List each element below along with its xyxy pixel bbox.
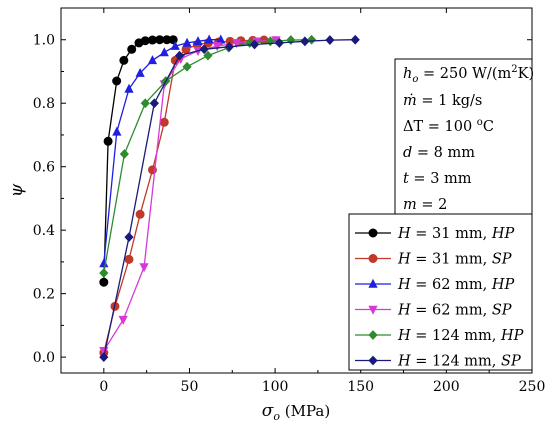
series	[99, 34, 317, 278]
data-point	[199, 44, 209, 55]
data-point	[127, 44, 137, 54]
data-point	[203, 50, 213, 61]
y-tick-label: 0.6	[33, 160, 55, 176]
x-tick-label: 50	[181, 379, 199, 395]
data-point	[135, 67, 145, 77]
series	[99, 36, 281, 356]
legend-item: H = 124 mm, HP	[355, 328, 524, 344]
data-point	[99, 268, 109, 278]
x-tick-label: 250	[519, 379, 546, 395]
y-tick-label: 0.2	[33, 287, 55, 303]
data-point	[325, 35, 335, 45]
parameter-line: ΔT = 100 oC	[403, 117, 494, 135]
data-point	[99, 258, 109, 268]
data-point	[249, 39, 260, 50]
data-point	[170, 40, 180, 50]
data-point	[119, 55, 129, 65]
data-point	[159, 47, 169, 57]
data-point	[124, 232, 134, 243]
x-axis-title: σo (MPa)	[262, 401, 330, 423]
legend-item: H = 62 mm, SP	[355, 303, 512, 319]
y-tick-label: 0.0	[33, 350, 55, 366]
data-point	[99, 352, 109, 363]
data-point	[149, 98, 159, 109]
parameter-box: ho = 250 W/(m2K) ṁ = 1 kg/s ΔT = 100 oC d =…	[394, 58, 534, 215]
data-point	[368, 330, 378, 340]
legend-label: H = 62 mm, HP	[397, 277, 514, 293]
data-point	[112, 126, 122, 136]
x-tick-label: 150	[347, 379, 374, 395]
data-point	[216, 34, 226, 44]
data-point	[124, 83, 134, 93]
series	[99, 34, 226, 268]
plot-area: 0 50 100 150 200 250 0.0 0.2 0.4 0.6 0.8 1.0	[33, 7, 546, 395]
data-point	[103, 136, 113, 146]
data-point	[368, 305, 378, 315]
data-point	[147, 55, 158, 65]
legend-label: H = 124 mm, SP	[397, 354, 521, 370]
series	[99, 34, 360, 363]
data-point	[224, 41, 234, 52]
data-point	[119, 149, 129, 159]
data-point	[193, 36, 203, 46]
x-tick-label: 100	[262, 379, 289, 395]
data-point	[182, 61, 192, 72]
parameter-box-frame	[394, 58, 533, 215]
legend-item: H = 31 mm, SP	[355, 252, 512, 268]
data-point	[368, 228, 378, 238]
legend-item: H = 124 mm, SP	[355, 354, 521, 370]
data-point	[159, 117, 169, 127]
y-axis-title: ψ	[7, 183, 27, 197]
series-layer	[99, 34, 360, 363]
data-point	[124, 254, 134, 264]
legend-item: H = 31 mm, HP	[355, 226, 514, 242]
data-point	[212, 42, 222, 52]
data-point	[368, 278, 378, 288]
x-tick-label: 200	[433, 379, 460, 395]
data-point	[306, 34, 317, 45]
parameter-line: m = 2	[403, 197, 447, 213]
legend-label: H = 62 mm, SP	[397, 303, 512, 319]
y-tick-label: 0.8	[33, 96, 55, 112]
legend-item: H = 62 mm, HP	[355, 277, 514, 293]
series-line	[103, 39, 312, 274]
legend-label: H = 124 mm, HP	[397, 328, 524, 344]
legend-label: H = 31 mm, HP	[397, 226, 514, 242]
data-point	[350, 34, 360, 45]
data-point	[286, 35, 296, 45]
data-point	[140, 98, 150, 109]
data-point	[300, 36, 310, 47]
data-point	[135, 209, 145, 219]
series-line	[103, 39, 221, 264]
parameter-line: ṁ = 1 kg/s	[403, 93, 482, 109]
data-point	[182, 37, 192, 47]
data-point	[204, 34, 214, 44]
legend-frame	[348, 213, 533, 371]
y-tick-label: 0.4	[33, 223, 55, 239]
axis-titles: σo (MPa) ψ	[7, 183, 330, 423]
legend-label: H = 31 mm, SP	[397, 252, 512, 268]
x-tick-label: 0	[99, 379, 108, 395]
y-tick-label: 1.0	[33, 33, 55, 49]
data-point	[174, 50, 185, 61]
data-point	[231, 39, 242, 49]
series-line	[103, 39, 356, 358]
data-point	[368, 355, 378, 366]
data-point	[118, 315, 128, 325]
data-point	[99, 277, 109, 287]
series	[99, 35, 269, 358]
data-point	[139, 263, 149, 273]
data-point	[274, 38, 284, 48]
parameter-line: ho = 250 W/(m2K)	[403, 64, 534, 85]
legend: H = 31 mm, HP H = 31 mm, SP H = 62 mm, HP H…	[348, 213, 533, 371]
data-point	[112, 76, 122, 86]
series	[99, 35, 178, 287]
parameter-line: t = 3 mm	[403, 171, 472, 187]
data-point	[368, 254, 378, 263]
parameter-line: d = 8 mm	[403, 145, 475, 161]
data-point	[99, 346, 109, 356]
